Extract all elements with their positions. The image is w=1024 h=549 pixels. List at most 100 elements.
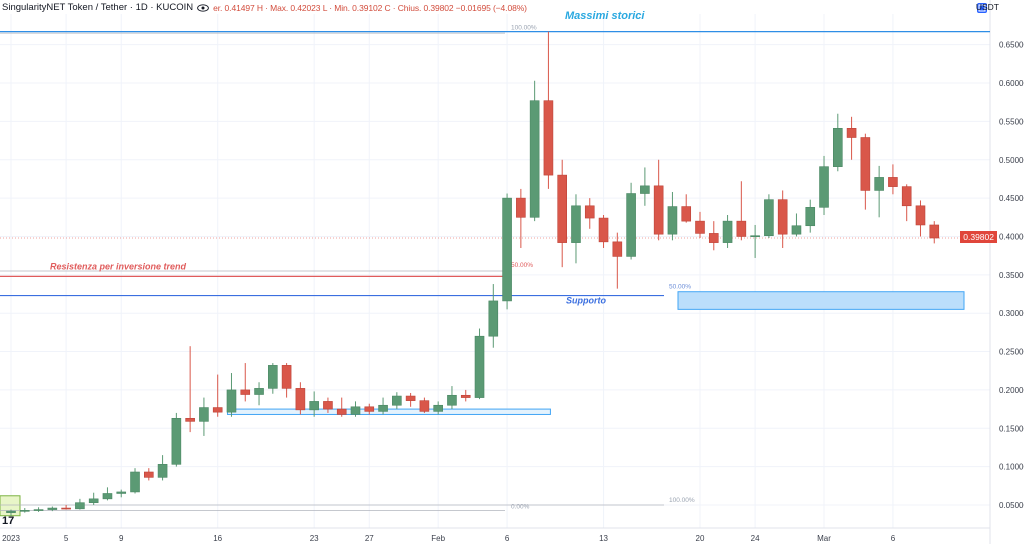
candle-body [502, 197, 512, 302]
candle-body [708, 233, 719, 243]
date-tick-label: 9 [119, 534, 124, 543]
candle-body [571, 205, 581, 243]
resistance-label: Resistenza per inversione trend [50, 261, 187, 271]
candle-body [598, 217, 609, 243]
support-zone [677, 291, 965, 310]
candle-body [419, 400, 430, 412]
fib-label-0: 0.00% [511, 503, 530, 510]
candle-body [819, 166, 829, 208]
date-tick-label: 2023 [2, 534, 20, 543]
candle-body [888, 177, 898, 187]
candle-body [254, 388, 264, 395]
candle-body [281, 365, 292, 389]
candle-body [846, 128, 857, 138]
ohlc-values: er. 0.41497 H · Max. 0.42023 L · Min. 0.… [213, 2, 527, 13]
candle-body [543, 100, 554, 176]
date-tick-label: 5 [64, 534, 69, 543]
price-tick-label: 0.05000 [999, 501, 1024, 510]
candle-body [19, 510, 30, 512]
candle-body [199, 407, 209, 422]
fib-b-label-50: 50.00% [669, 284, 691, 291]
candle-body [874, 177, 884, 191]
candle-body [529, 100, 540, 218]
candle-body [433, 404, 443, 412]
date-tick-label: Feb [431, 534, 445, 543]
date-tick-label: 6 [891, 534, 896, 543]
candle-body [378, 404, 388, 412]
candle-body [764, 199, 774, 237]
tradingview-logo-icon: 17 [2, 515, 14, 527]
candle-body [75, 502, 85, 510]
date-tick-label: 20 [696, 534, 705, 543]
candle-body [612, 241, 623, 257]
candle-body [791, 225, 802, 235]
candle-body [516, 197, 526, 218]
candle-body [929, 224, 940, 239]
fib-label-100: 100.00% [511, 25, 537, 32]
candle-body [61, 507, 71, 510]
candle-body [405, 395, 416, 401]
candle-body [447, 394, 457, 406]
candle-body [116, 491, 127, 494]
candle-body [392, 395, 402, 406]
candle-body [6, 510, 16, 513]
candle-body [240, 389, 251, 395]
candle-body [488, 300, 499, 337]
symbol-title: SingularityNET Token / Tether · 1D · KUC… [2, 2, 194, 13]
candle-body [695, 220, 705, 234]
candle-body [722, 220, 733, 243]
candle-body [805, 207, 816, 227]
candle-body [88, 498, 99, 503]
candle-body [667, 206, 678, 235]
candle-body [212, 407, 223, 413]
fib-label-50: 50.00% [511, 262, 533, 269]
candle-body [832, 128, 843, 167]
candle-body [47, 507, 58, 510]
currency-label[interactable]: USDT [975, 2, 999, 12]
date-tick-label: 24 [751, 534, 760, 543]
date-tick-label: 6 [505, 534, 510, 543]
date-tick-label: 27 [365, 534, 374, 543]
candle-body [144, 471, 154, 478]
candle-body [130, 471, 140, 493]
candle-body [750, 235, 760, 238]
candle-body [336, 408, 347, 415]
support-label: Supporto [566, 296, 606, 306]
date-tick-label: 16 [213, 534, 222, 543]
visibility-eye-icon[interactable] [197, 3, 209, 12]
candle-body [860, 137, 871, 191]
scale-toggle-inner [978, 4, 986, 12]
date-tick-label: Mar [817, 534, 831, 543]
candle-body [309, 401, 319, 411]
candle-body [171, 417, 182, 465]
candle-body [364, 406, 375, 412]
candle-body [626, 193, 636, 257]
candle-body [33, 509, 44, 511]
symbol-legend: SingularityNET Token / Tether · 1D · KUC… [2, 2, 527, 13]
candle-body [268, 365, 278, 389]
candle-body [185, 417, 195, 422]
fib-b-label-100: 100.00% [669, 497, 695, 504]
candle-body [640, 185, 650, 194]
candle-body [474, 335, 485, 398]
candle-body [157, 464, 168, 478]
candle-body [460, 394, 471, 398]
candle-body [323, 401, 333, 410]
candle-body [350, 406, 361, 415]
candle-body [777, 199, 788, 235]
candle-body [901, 186, 912, 207]
candle-body [653, 185, 664, 235]
candle-body [102, 493, 113, 500]
